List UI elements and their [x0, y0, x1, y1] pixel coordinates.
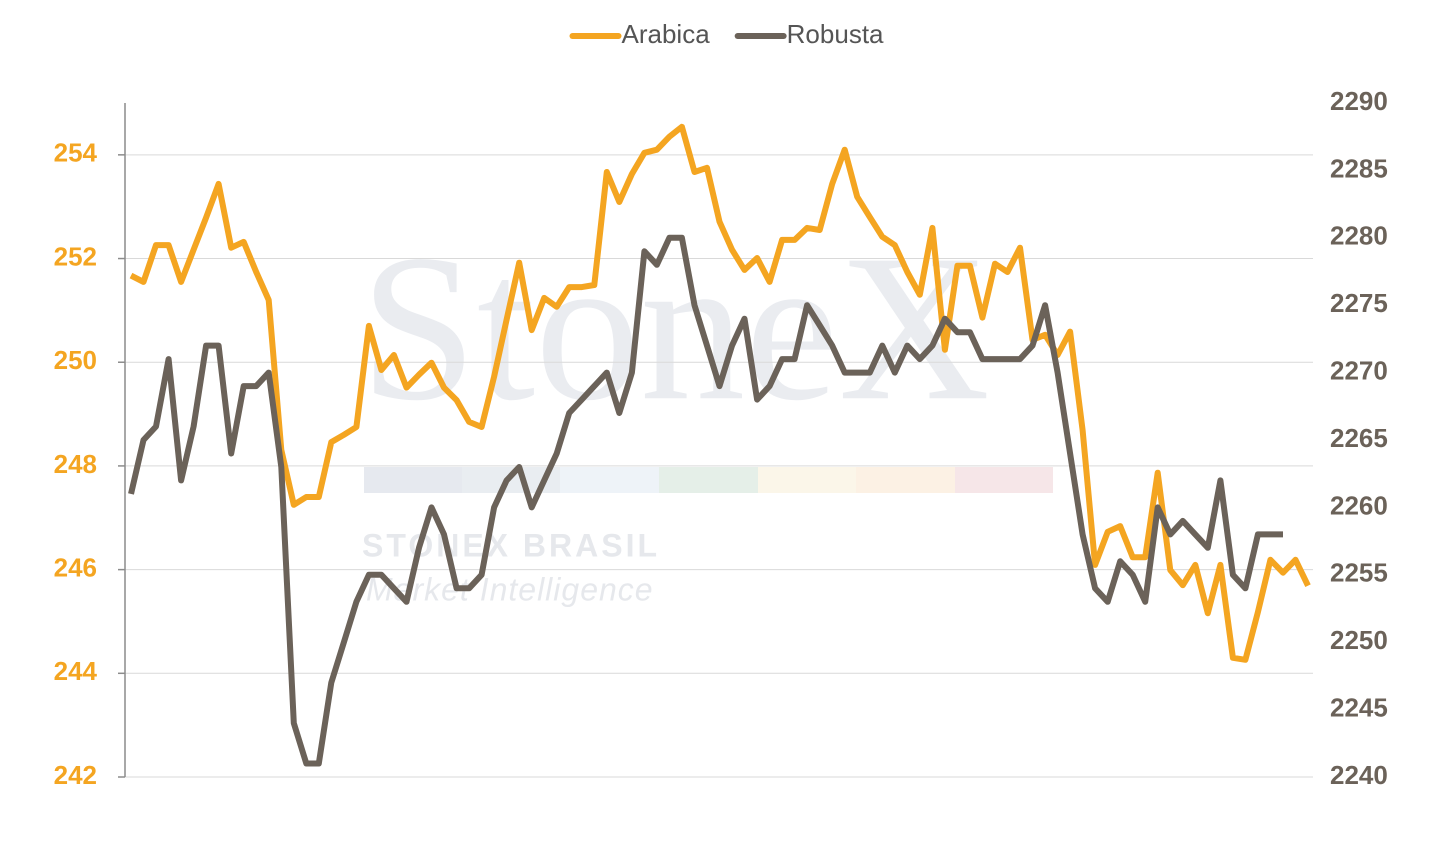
watermark-bar: [364, 467, 462, 493]
y-tick-label: 246: [54, 552, 97, 582]
series-line: [128, 234, 1283, 767]
watermark-bar: [955, 467, 1053, 493]
y2-tick-label: 2275: [1330, 288, 1388, 318]
legend-label: Arabica: [622, 19, 711, 49]
watermark: StoneX STONEX BRASIL Market Intelligence: [360, 212, 1053, 607]
y-tick-label: 252: [54, 241, 97, 271]
y2-tick-label: 2270: [1330, 355, 1388, 385]
y-tick-label: 242: [54, 760, 97, 790]
y2-tick-label: 2280: [1330, 221, 1388, 251]
y-tick-label: 248: [54, 449, 97, 479]
watermark-logo: StoneX: [360, 212, 990, 444]
y2-tick-label: 2250: [1330, 625, 1388, 655]
legend: Arabica Robusta: [569, 19, 884, 49]
y-tick-label: 250: [54, 345, 97, 375]
watermark-bar: [560, 467, 659, 493]
y2-tick-label: 2290: [1330, 86, 1388, 116]
watermark-company: STONEX BRASIL: [362, 527, 660, 563]
y2-tick-label: 2255: [1330, 558, 1388, 588]
watermark-bar: [856, 467, 955, 493]
y2-tick-label: 2260: [1330, 490, 1388, 520]
y2-tick-label: 2265: [1330, 423, 1388, 453]
y2-tick-label: 2245: [1330, 692, 1388, 722]
legend-label: Robusta: [787, 19, 884, 49]
series-line: [129, 123, 1311, 663]
watermark-bar: [659, 467, 758, 493]
y2-tick-label: 2285: [1330, 153, 1388, 183]
y-tick-label: 254: [54, 138, 98, 168]
y2-tick-label: 2240: [1330, 760, 1388, 790]
y-tick-label: 244: [54, 656, 98, 686]
watermark-bar: [758, 467, 856, 493]
